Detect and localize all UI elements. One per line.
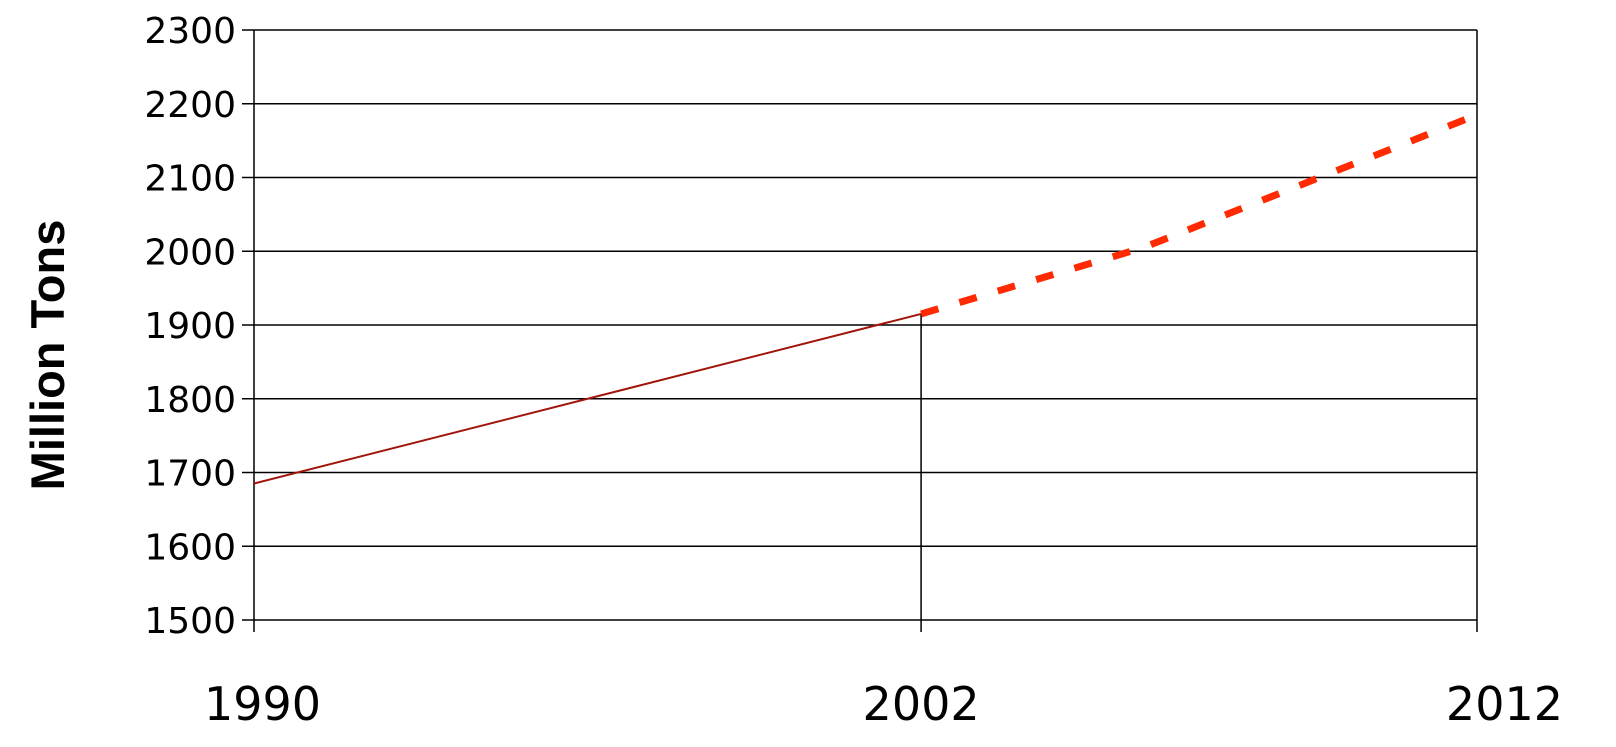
y-tick-label: 1800 [144,380,236,421]
y-tick-label: 2000 [144,232,236,273]
y-tick-label: 2100 [144,159,236,200]
y-tick-label: 1900 [144,306,236,347]
y-tick-label: 1600 [144,527,236,568]
y-tick-label: 2200 [144,85,236,126]
x-tick-label: 1990 [204,677,321,731]
historical-series-line [253,312,922,485]
x-tick-label: 2002 [863,677,980,731]
label-layer: 1500 1600 1700 1800 1900 2000 2100 2200 2300 1990… [144,11,1563,731]
y-tick-label: 1700 [144,454,236,495]
y-axis-title: Million Tons [21,220,74,491]
grid-layer [254,29,1477,621]
axis-layer [242,29,1478,632]
y-tick-label: 1500 [144,601,236,642]
x-tick-label: 2012 [1446,677,1563,731]
y-tick-label: 2300 [144,11,236,52]
series-layer [253,111,1479,485]
projected-series-line [920,111,1479,318]
